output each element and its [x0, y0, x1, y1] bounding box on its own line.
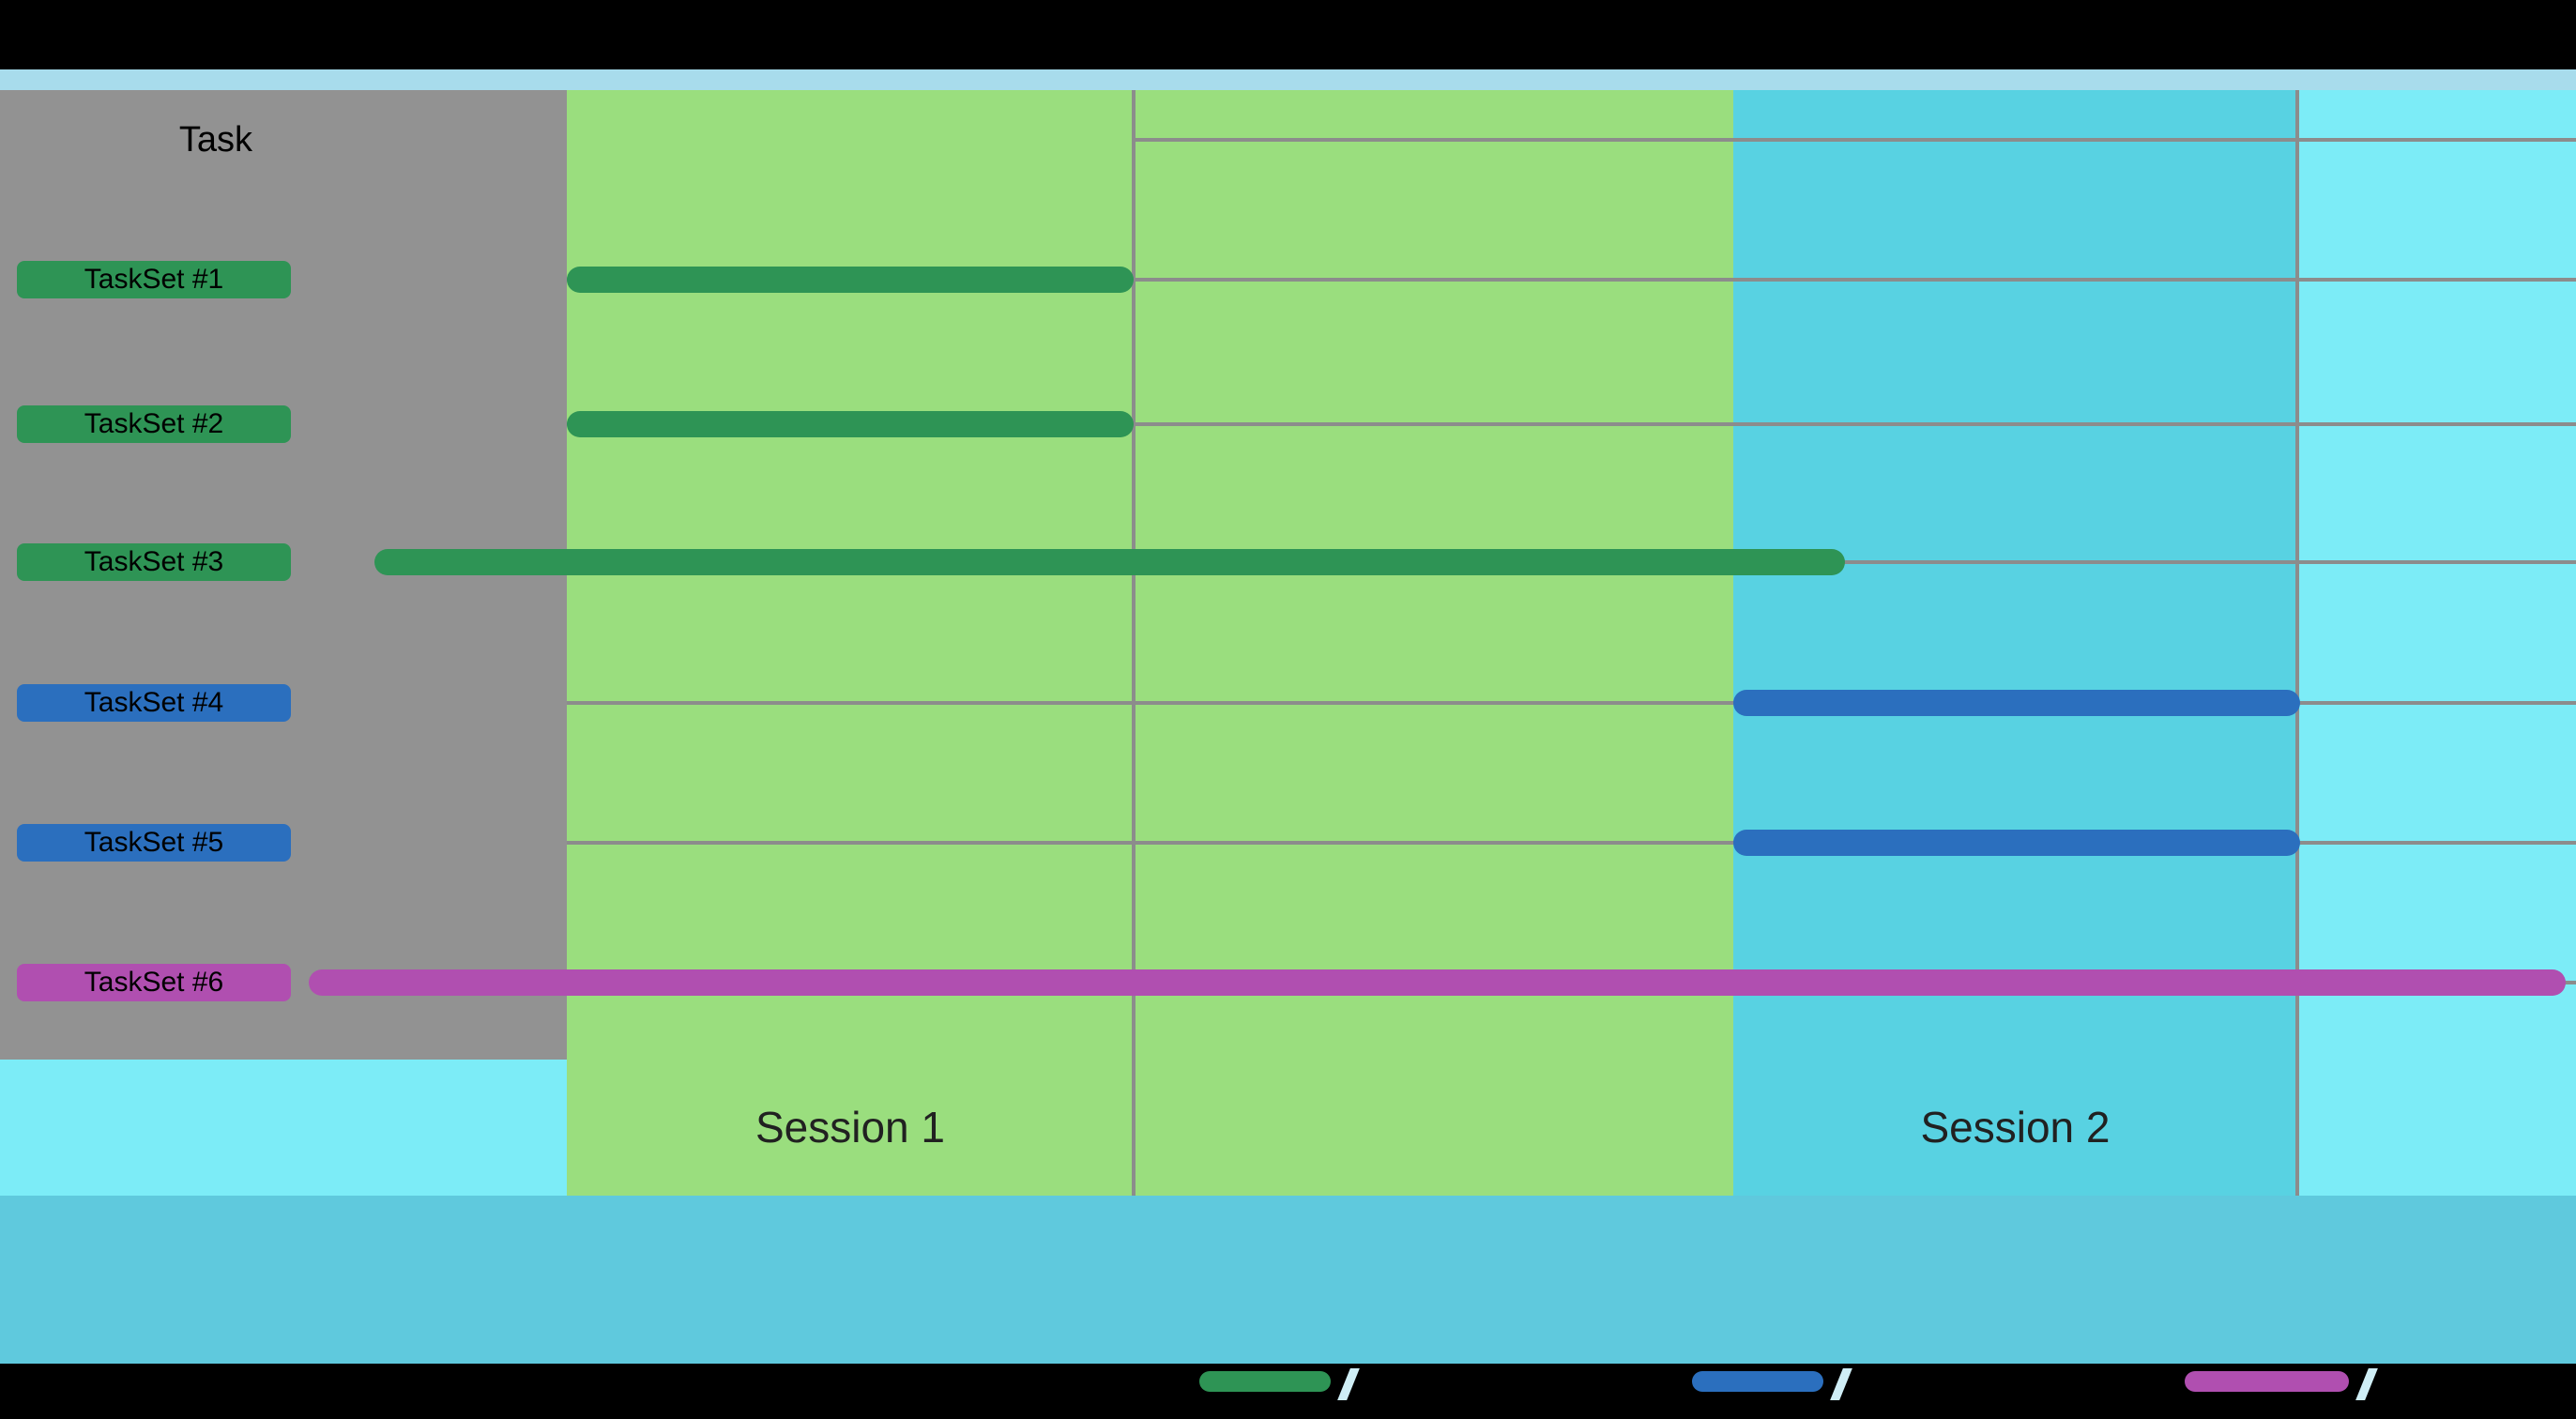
legend — [0, 1364, 2576, 1419]
gridline-horizontal — [567, 278, 2576, 282]
session-label: Session 2 — [1920, 1103, 2111, 1152]
task-row-label: TaskSet #5 — [17, 824, 291, 862]
legend-swatch-magenta — [2185, 1371, 2349, 1392]
task-row-label: TaskSet #6 — [17, 964, 291, 1001]
gridline-horizontal — [567, 701, 2576, 705]
gridline-horizontal — [567, 841, 2576, 845]
legend-slash-mark — [1830, 1368, 1852, 1400]
bottom-black-bar — [0, 1364, 2576, 1419]
region-outer-right — [2297, 90, 2576, 1196]
legend-slash-mark — [1337, 1368, 1360, 1400]
bottom-band — [0, 1196, 2576, 1364]
task-column-header: Task — [178, 120, 253, 160]
task-row-label: TaskSet #2 — [17, 405, 291, 443]
legend-swatch-green — [1199, 1371, 1331, 1392]
top-black-bar — [0, 0, 2576, 69]
task-bar — [1733, 690, 2300, 716]
legend-slash-mark — [2355, 1368, 2378, 1400]
gridline-vertical — [1132, 90, 1136, 1196]
task-bar — [567, 267, 1134, 293]
task-row-label: TaskSet #1 — [17, 261, 291, 298]
task-bar — [567, 411, 1134, 437]
legend-swatch-blue — [1692, 1371, 1823, 1392]
region-outer-below-labels — [0, 1060, 567, 1196]
task-bar — [309, 969, 2566, 996]
gridline-vertical — [2295, 90, 2299, 1196]
task-row-label: TaskSet #3 — [17, 543, 291, 581]
region-session1 — [567, 90, 1733, 1196]
task-bar — [1733, 830, 2300, 856]
session-label: Session 1 — [755, 1103, 945, 1152]
task-row-label: TaskSet #4 — [17, 684, 291, 722]
task-bar — [374, 549, 1845, 575]
top-strip — [0, 69, 2576, 90]
gridline-horizontal — [567, 422, 2576, 426]
region-session2 — [1733, 90, 2297, 1196]
gridline-horizontal — [1134, 138, 2576, 142]
